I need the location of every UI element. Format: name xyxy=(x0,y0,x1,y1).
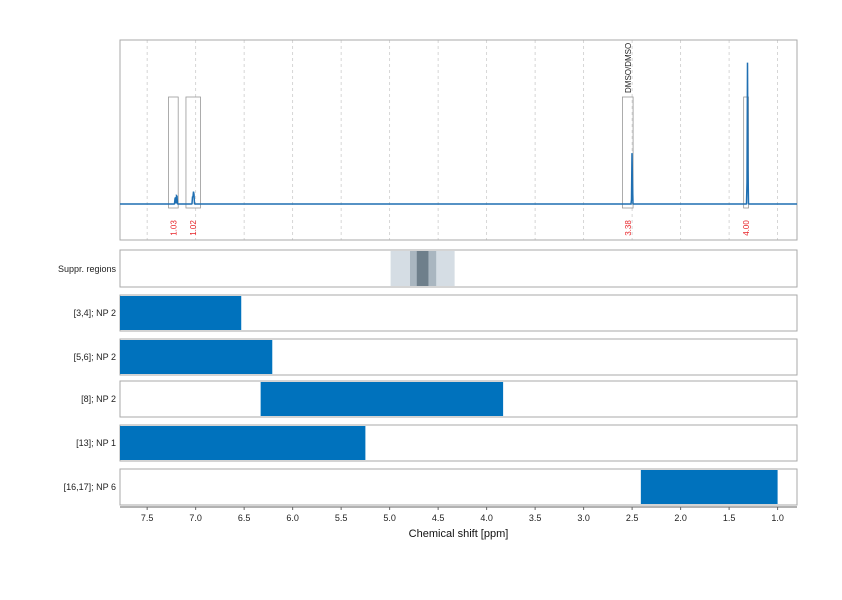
x-tick-label: 5.0 xyxy=(383,513,396,523)
row-label: [13]; NP 1 xyxy=(76,438,116,448)
x-tick-label: 6.5 xyxy=(238,513,251,523)
integral-box xyxy=(185,96,201,209)
row-label: [8]; NP 2 xyxy=(81,394,116,404)
assignment-bar xyxy=(640,470,778,504)
peak-annotation: DMSO/DMSO xyxy=(624,43,633,93)
x-tick-label: 7.5 xyxy=(141,513,154,523)
spectrum-panel xyxy=(119,39,798,241)
assignment-bar xyxy=(120,426,366,460)
assignment-bar xyxy=(120,340,273,374)
x-tick-label: 1.5 xyxy=(723,513,736,523)
spectrum-line xyxy=(120,62,797,205)
x-tick-label: 3.5 xyxy=(529,513,542,523)
suppressed-regions-panel xyxy=(119,249,798,288)
x-tick-label: 6.0 xyxy=(286,513,299,523)
integral-box xyxy=(622,96,634,209)
x-tick-label: 2.0 xyxy=(674,513,687,523)
row-label: [5,6]; NP 2 xyxy=(74,352,116,362)
integral-value: 1.02 xyxy=(189,220,198,236)
x-tick-label: 5.5 xyxy=(335,513,348,523)
row-label: Suppr. regions xyxy=(58,264,117,274)
assignment-bar xyxy=(260,382,504,416)
x-tick-label: 4.5 xyxy=(432,513,445,523)
x-tick-label: 4.0 xyxy=(480,513,493,523)
row-label: [3,4]; NP 2 xyxy=(74,308,116,318)
suppressed-band xyxy=(416,251,429,286)
assignment-bar xyxy=(120,296,242,330)
x-tick-label: 2.5 xyxy=(626,513,639,523)
x-tick-label: 3.0 xyxy=(577,513,590,523)
row-label: [16,17]; NP 6 xyxy=(64,482,116,492)
x-axis-label: Chemical shift [ppm] xyxy=(409,528,509,540)
integral-value: 3.38 xyxy=(624,220,633,236)
integral-value: 4.00 xyxy=(742,220,751,236)
x-tick-label: 7.0 xyxy=(189,513,202,523)
x-tick-label: 1.0 xyxy=(771,513,784,523)
integral-value: 1.03 xyxy=(169,220,178,236)
integral-box xyxy=(168,96,179,209)
